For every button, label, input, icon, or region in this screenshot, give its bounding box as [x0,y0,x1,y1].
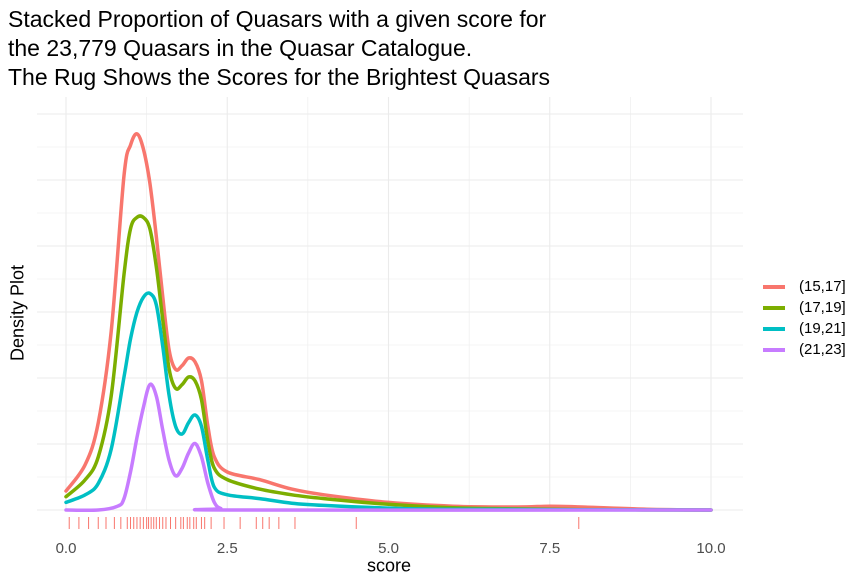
legend-swatch [763,305,785,310]
series-line [64,382,713,513]
legend: (15,17] (17,19] (19,21] (21,23] [763,276,846,360]
x-tick-label: 0.0 [56,540,77,557]
x-tick-label: 2.5 [217,540,238,557]
x-tick-label: 7.5 [539,540,560,557]
legend-swatch [763,326,785,331]
legend-item: (21,23] [763,339,846,360]
chart-title-line-2: the 23,779 Quasars in the Quasar Catalog… [8,35,473,61]
x-tick-labels: 0.0 2.5 5.0 7.5 10.0 [56,540,726,557]
legend-item: (17,19] [763,297,846,318]
series-lines [64,132,713,513]
chart-title-line-1: Stacked Proportion of Quasars with a giv… [8,6,547,32]
legend-swatch [763,284,785,289]
legend-label: (21,23] [799,341,846,358]
y-axis-label: Density Plot [7,264,28,362]
legend-swatch [763,347,785,352]
legend-label: (15,17] [799,278,846,295]
chart-title-line-3: The Rug Shows the Scores for the Brighte… [8,64,551,90]
x-axis-label: score [366,555,412,576]
x-tick-label: 10.0 [696,540,725,557]
legend-item: (15,17] [763,276,846,297]
grid-lines [37,97,743,511]
series-line [64,214,713,512]
rug-marks [68,517,580,529]
series-line [64,291,713,512]
legend-label: (17,19] [799,299,846,316]
legend-item: (19,21] [763,318,846,339]
x-tick-label: 5.0 [378,540,399,557]
legend-label: (19,21] [799,320,846,337]
